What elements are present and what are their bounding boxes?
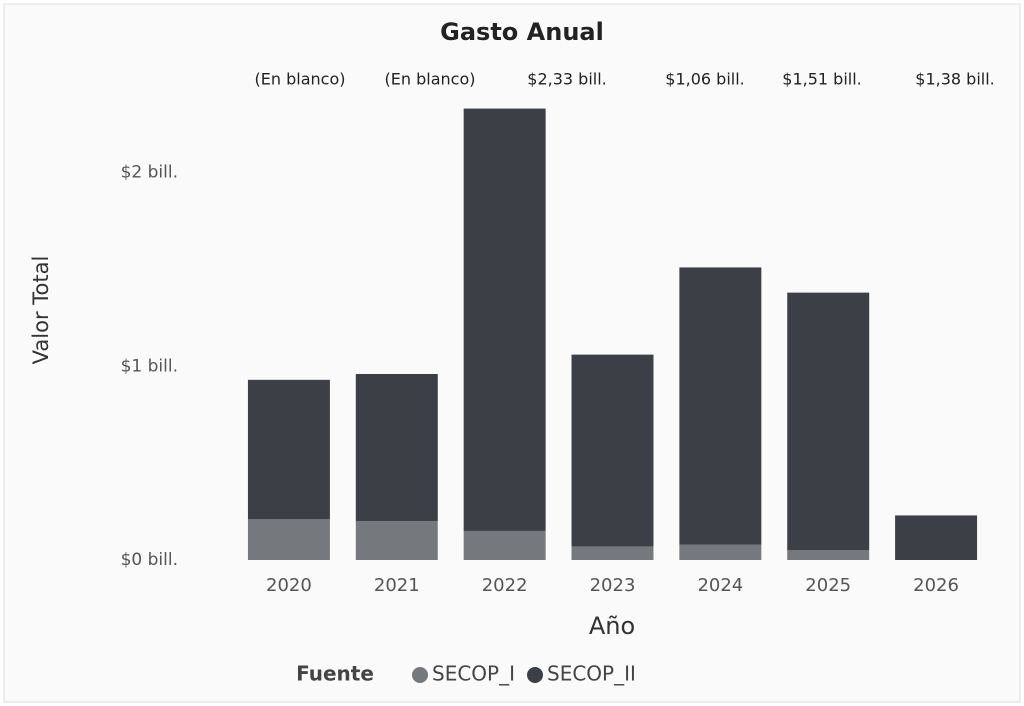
y-axis-title: Valor Total xyxy=(29,256,53,365)
y-tick-label: $0 bill. xyxy=(121,550,178,570)
legend-swatch xyxy=(527,667,543,683)
total-label: $1,38 bill. xyxy=(915,70,994,89)
bar-segment xyxy=(679,544,762,560)
chart-title: Gasto Anual xyxy=(440,18,604,46)
total-label: (En blanco) xyxy=(255,70,346,89)
total-label: (En blanco) xyxy=(385,70,476,89)
bar-segment xyxy=(463,530,546,560)
legend-swatch xyxy=(412,667,428,683)
x-tick-label: 2023 xyxy=(590,575,636,596)
bar-segment xyxy=(571,354,654,547)
bar-segment xyxy=(895,515,978,560)
x-tick-label: 2024 xyxy=(697,575,743,596)
bar-segment xyxy=(355,521,438,560)
bar-segment xyxy=(463,108,546,531)
x-tick-label: 2026 xyxy=(913,575,959,596)
y-tick-label: $1 bill. xyxy=(121,356,178,376)
bar-segment xyxy=(787,292,870,551)
total-label: $1,06 bill. xyxy=(665,70,744,89)
y-tick-label: $2 bill. xyxy=(121,163,178,183)
legend-title: Fuente xyxy=(296,662,374,686)
total-label: $1,51 bill. xyxy=(782,70,861,89)
bar-segment xyxy=(355,374,438,522)
legend-label: SECOP_I xyxy=(432,662,515,686)
legend-label: SECOP_II xyxy=(547,662,636,686)
bar-segment xyxy=(571,546,654,560)
x-tick-label: 2020 xyxy=(266,575,312,596)
x-tick-label: 2025 xyxy=(805,575,851,596)
total-label: $2,33 bill. xyxy=(527,70,606,89)
x-axis-title: Año xyxy=(589,612,635,640)
x-tick-label: 2021 xyxy=(374,575,420,596)
bar-segment xyxy=(787,550,870,560)
bar-segment xyxy=(679,267,762,545)
bar-segment xyxy=(247,519,330,560)
x-tick-label: 2022 xyxy=(482,575,528,596)
bar-segment xyxy=(247,379,330,520)
